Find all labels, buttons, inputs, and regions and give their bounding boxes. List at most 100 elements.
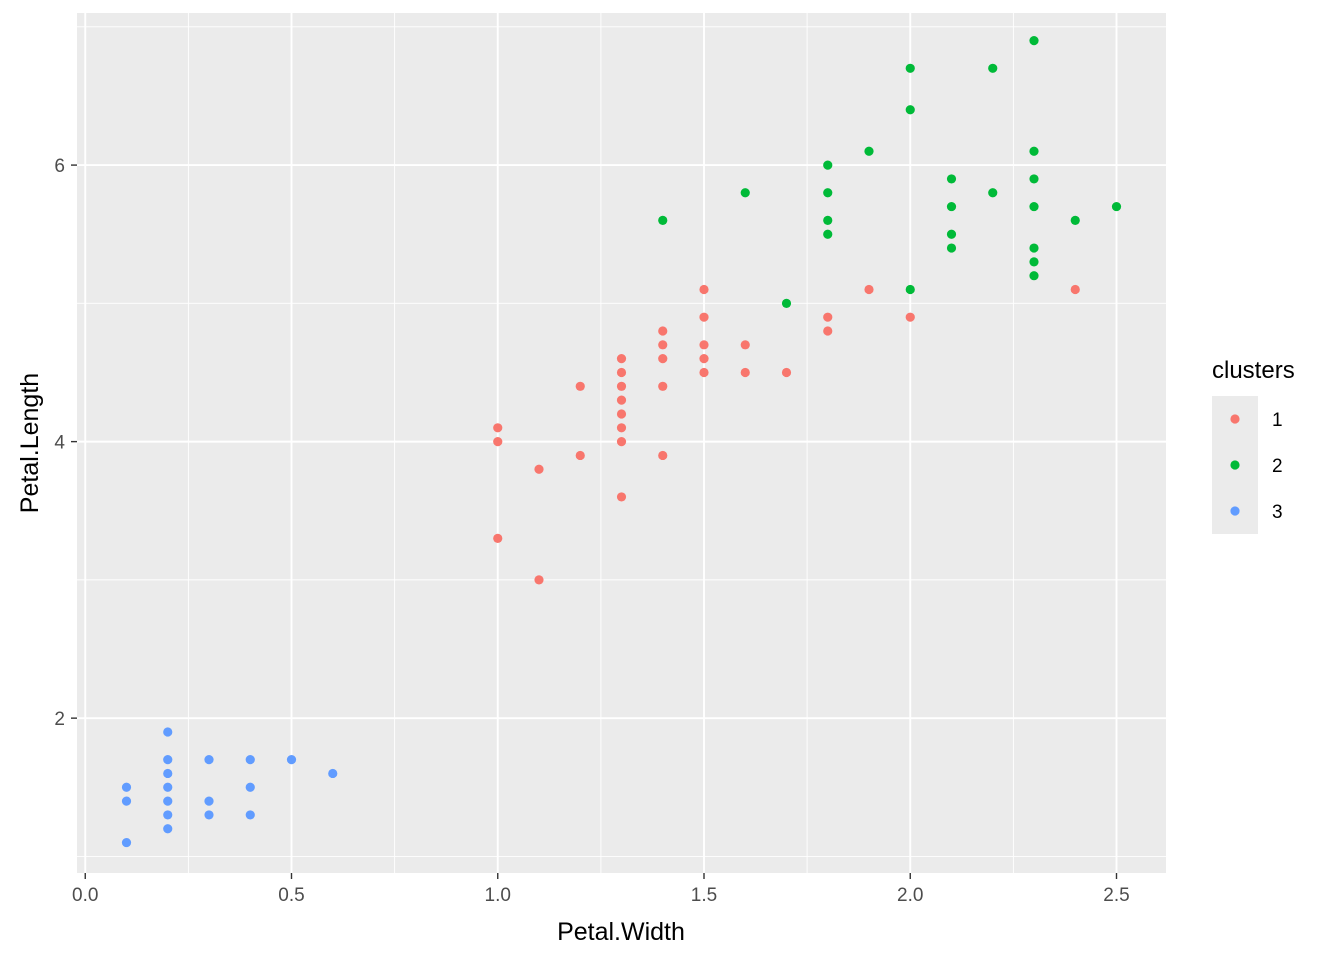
data-point-cluster-1 (658, 326, 668, 336)
data-point-cluster-1 (493, 437, 503, 447)
data-point-cluster-2 (823, 160, 833, 170)
legend-title: clusters (1212, 357, 1295, 384)
data-point-cluster-3 (121, 796, 132, 806)
data-point-cluster-3 (163, 810, 173, 820)
grid-minor (77, 13, 1166, 873)
data-point-cluster-2 (1029, 36, 1039, 46)
data-point-cluster-1 (823, 312, 833, 322)
data-point-cluster-3 (245, 810, 255, 820)
data-point-cluster-1 (699, 284, 709, 295)
data-point-cluster-1 (823, 326, 833, 336)
data-point-cluster-2 (946, 229, 957, 239)
data-point-cluster-1 (616, 367, 627, 378)
data-point-cluster-2 (823, 188, 833, 198)
data-point-cluster-3 (163, 782, 173, 792)
data-point-cluster-1 (740, 367, 750, 378)
data-point-cluster-2 (823, 229, 833, 239)
data-point-cluster-1 (781, 367, 792, 378)
data-point-cluster-2 (905, 63, 915, 73)
data-point-cluster-3 (163, 824, 173, 834)
data-point-cluster-1 (616, 492, 627, 502)
data-point-cluster-3 (121, 782, 132, 792)
data-point-cluster-1 (1070, 284, 1080, 295)
data-point-cluster-1 (699, 367, 709, 378)
data-point-cluster-1 (699, 312, 709, 322)
legend-key-2 (1230, 460, 1240, 470)
legend-key-3 (1230, 506, 1240, 516)
data-point-cluster-3 (245, 782, 255, 792)
data-point-cluster-3 (163, 755, 173, 765)
data-point-cluster-3 (163, 727, 173, 737)
data-point-cluster-3 (204, 810, 214, 820)
data-point-cluster-3 (204, 796, 214, 806)
data-point-cluster-2 (988, 63, 998, 73)
data-point-cluster-1 (493, 423, 503, 433)
data-point-cluster-1 (905, 312, 915, 322)
data-point-cluster-2 (905, 105, 915, 115)
data-point-cluster-3 (121, 837, 132, 848)
data-point-cluster-2 (1029, 174, 1039, 184)
data-point-cluster-1 (658, 340, 668, 350)
data-point-cluster-2 (946, 243, 957, 253)
legend: clusters 1 2 3 (1212, 357, 1295, 534)
data-point-cluster-2 (1029, 243, 1039, 253)
data-point-cluster-3 (204, 755, 214, 765)
data-point-cluster-1 (616, 409, 627, 419)
data-point-cluster-3 (245, 755, 255, 765)
x-tick-label: 0.0 (72, 885, 98, 906)
x-tick-label: 0.5 (278, 885, 304, 906)
data-point-cluster-1 (616, 381, 627, 391)
data-point-cluster-2 (1029, 271, 1039, 281)
x-tick-label: 1.5 (691, 885, 717, 906)
legend-label-3: 3 (1272, 502, 1283, 523)
grid-major (77, 13, 1166, 873)
legend-label-2: 2 (1272, 456, 1283, 477)
legend-key-1 (1230, 414, 1240, 424)
x-axis: 0.0 0.5 1.0 1.5 2.0 2.5 (72, 873, 1130, 906)
data-point-cluster-3 (328, 768, 338, 779)
data-point-cluster-1 (616, 423, 627, 433)
data-point-cluster-2 (823, 215, 833, 225)
data-point-cluster-3 (163, 768, 173, 779)
data-point-cluster-3 (286, 755, 297, 765)
data-point-cluster-2 (1029, 146, 1039, 156)
data-point-cluster-1 (616, 354, 627, 364)
data-point-cluster-1 (658, 381, 668, 391)
legend-entries: 1 2 3 (1230, 410, 1283, 523)
data-point-cluster-1 (616, 437, 627, 447)
data-point-cluster-2 (988, 188, 998, 198)
legend-label-1: 1 (1272, 410, 1283, 431)
y-axis: 2 4 6 (54, 156, 77, 730)
x-tick-label: 2.5 (1103, 885, 1129, 906)
y-tick-label: 2 (54, 709, 65, 730)
data-point-cluster-1 (864, 284, 874, 295)
data-point-cluster-2 (946, 201, 957, 212)
data-points (121, 36, 1122, 848)
data-point-cluster-2 (905, 284, 915, 295)
x-axis-title: Petal.Width (557, 918, 685, 946)
data-point-cluster-2 (1029, 201, 1039, 212)
y-tick-label: 4 (54, 433, 65, 454)
data-point-cluster-1 (616, 395, 627, 405)
x-tick-label: 1.0 (485, 885, 511, 906)
data-point-cluster-1 (534, 464, 544, 474)
data-point-cluster-1 (699, 340, 709, 350)
data-point-cluster-1 (658, 450, 668, 461)
y-tick-label: 6 (54, 156, 65, 177)
data-point-cluster-2 (781, 298, 792, 308)
data-point-cluster-2 (658, 215, 668, 225)
data-point-cluster-2 (864, 146, 874, 156)
data-point-cluster-2 (1029, 257, 1039, 267)
data-point-cluster-3 (163, 796, 173, 806)
data-point-cluster-1 (534, 575, 544, 585)
x-tick-label: 2.0 (897, 885, 923, 906)
data-point-cluster-2 (1111, 201, 1122, 212)
y-axis-title: Petal.Length (16, 373, 44, 513)
data-point-cluster-1 (575, 450, 585, 461)
data-point-cluster-2 (946, 174, 957, 184)
data-point-cluster-2 (740, 188, 750, 198)
data-point-cluster-1 (493, 533, 503, 544)
data-point-cluster-2 (1070, 215, 1080, 225)
